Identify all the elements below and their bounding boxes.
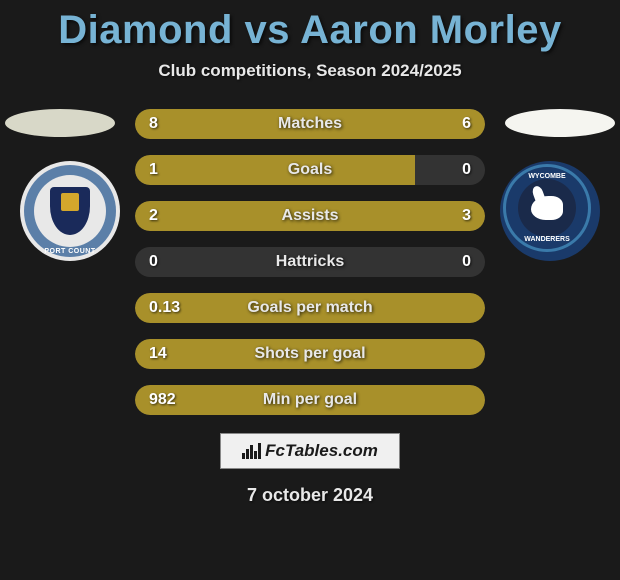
date-label: 7 october 2024 (0, 485, 620, 506)
stat-row: 0 0 Hattricks (135, 247, 485, 277)
stat-value-left: 0.13 (149, 299, 180, 317)
comparison-panel: PORT COUNT WYCOMBE WANDERERS 8 6 Matches 1 0… (0, 109, 620, 415)
team-badge-right: WYCOMBE WANDERERS (500, 161, 600, 261)
stat-row: 2 3 Assists (135, 201, 485, 231)
fctables-text: FcTables.com (265, 441, 378, 461)
stat-row: 8 6 Matches (135, 109, 485, 139)
stat-label: Min per goal (263, 391, 357, 409)
stat-row: 14 Shots per goal (135, 339, 485, 369)
stat-value-left: 0 (149, 253, 158, 271)
team-badge-left: PORT COUNT (20, 161, 120, 261)
stat-bars: 8 6 Matches 1 0 Goals 2 3 Assists 0 0 Hattricks 0.13… (135, 109, 485, 415)
stat-value-left: 8 (149, 115, 158, 133)
fctables-attribution: FcTables.com (220, 433, 400, 469)
swan-icon (531, 196, 563, 220)
stat-row: 0.13 Goals per match (135, 293, 485, 323)
subtitle: Club competitions, Season 2024/2025 (0, 61, 620, 81)
player-ellipse-left (5, 109, 115, 137)
stat-label: Goals per match (247, 299, 372, 317)
stat-label: Matches (278, 115, 342, 133)
stat-label: Shots per goal (254, 345, 365, 363)
stat-label: Goals (288, 161, 332, 179)
badge-right-text-bottom: WANDERERS (506, 236, 588, 243)
stat-value-right: 3 (462, 207, 471, 225)
stat-value-left: 2 (149, 207, 158, 225)
stat-label: Hattricks (276, 253, 344, 271)
stat-row: 982 Min per goal (135, 385, 485, 415)
stat-value-left: 982 (149, 391, 176, 409)
stat-value-right: 6 (462, 115, 471, 133)
stat-value-left: 14 (149, 345, 167, 363)
stat-value-right: 0 (462, 253, 471, 271)
shield-icon (50, 187, 90, 235)
bars-icon (242, 443, 261, 459)
page-title: Diamond vs Aaron Morley (0, 8, 620, 53)
stat-label: Assists (282, 207, 339, 225)
bar-fill-left (135, 155, 415, 185)
player-ellipse-right (505, 109, 615, 137)
stat-value-left: 1 (149, 161, 158, 179)
badge-left-text: PORT COUNT (20, 248, 120, 255)
stat-row: 1 0 Goals (135, 155, 485, 185)
stat-value-right: 0 (462, 161, 471, 179)
